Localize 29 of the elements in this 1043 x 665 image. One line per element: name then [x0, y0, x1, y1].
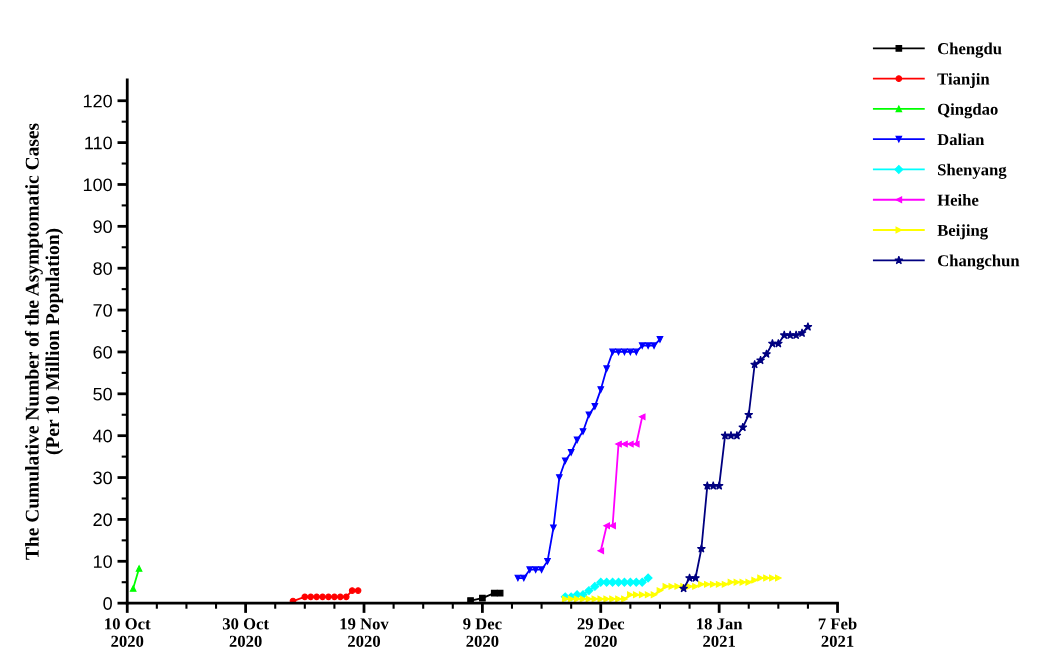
x-tick-label: 9 Dec 2020 [463, 618, 502, 647]
y-tick-label: 40 [93, 429, 112, 443]
legend-label: Heihe [937, 194, 979, 206]
legend-label: Beijing [937, 224, 988, 240]
y-tick-label: 90 [93, 220, 112, 234]
y-tick-label: 10 [93, 555, 112, 569]
y-tick-label: 50 [93, 387, 112, 401]
y-tick-label: 120 [83, 94, 112, 108]
legend-label: Changchun [937, 254, 1020, 270]
y-tick-label: 70 [93, 304, 112, 317]
y-tick-label: 0 [103, 597, 112, 610]
x-tick-label: 10 Oct 2020 [105, 618, 151, 647]
legend-label: Tianjin [937, 72, 990, 89]
y-tick-label: 60 [93, 345, 112, 359]
x-tick-label: 18 Jan 2021 [697, 618, 743, 647]
y-tick-label: 110 [85, 136, 112, 150]
x-tick-label: 7 Feb 2021 [818, 617, 857, 647]
legend-label: Chengdu [937, 42, 1002, 58]
x-tick-label: 29 Dec 2020 [577, 618, 625, 647]
y-tick-label: 100 [83, 178, 112, 192]
y-tick-label: 30 [93, 471, 112, 485]
legend-label: Qingdao [937, 103, 998, 119]
y-axis-title: The Cumulative Number of the Asymptomatic Cases (Per 10 Million Population) [24, 123, 64, 560]
legend-label: Shenyang [938, 163, 1007, 179]
y-tick-label: 80 [93, 262, 112, 275]
legend-label: Dalian [937, 133, 985, 146]
x-tick-label: 30 Oct 2020 [222, 618, 269, 647]
x-tick-label: 19 Nov 2020 [340, 618, 389, 647]
y-tick-label: 20 [93, 513, 112, 527]
